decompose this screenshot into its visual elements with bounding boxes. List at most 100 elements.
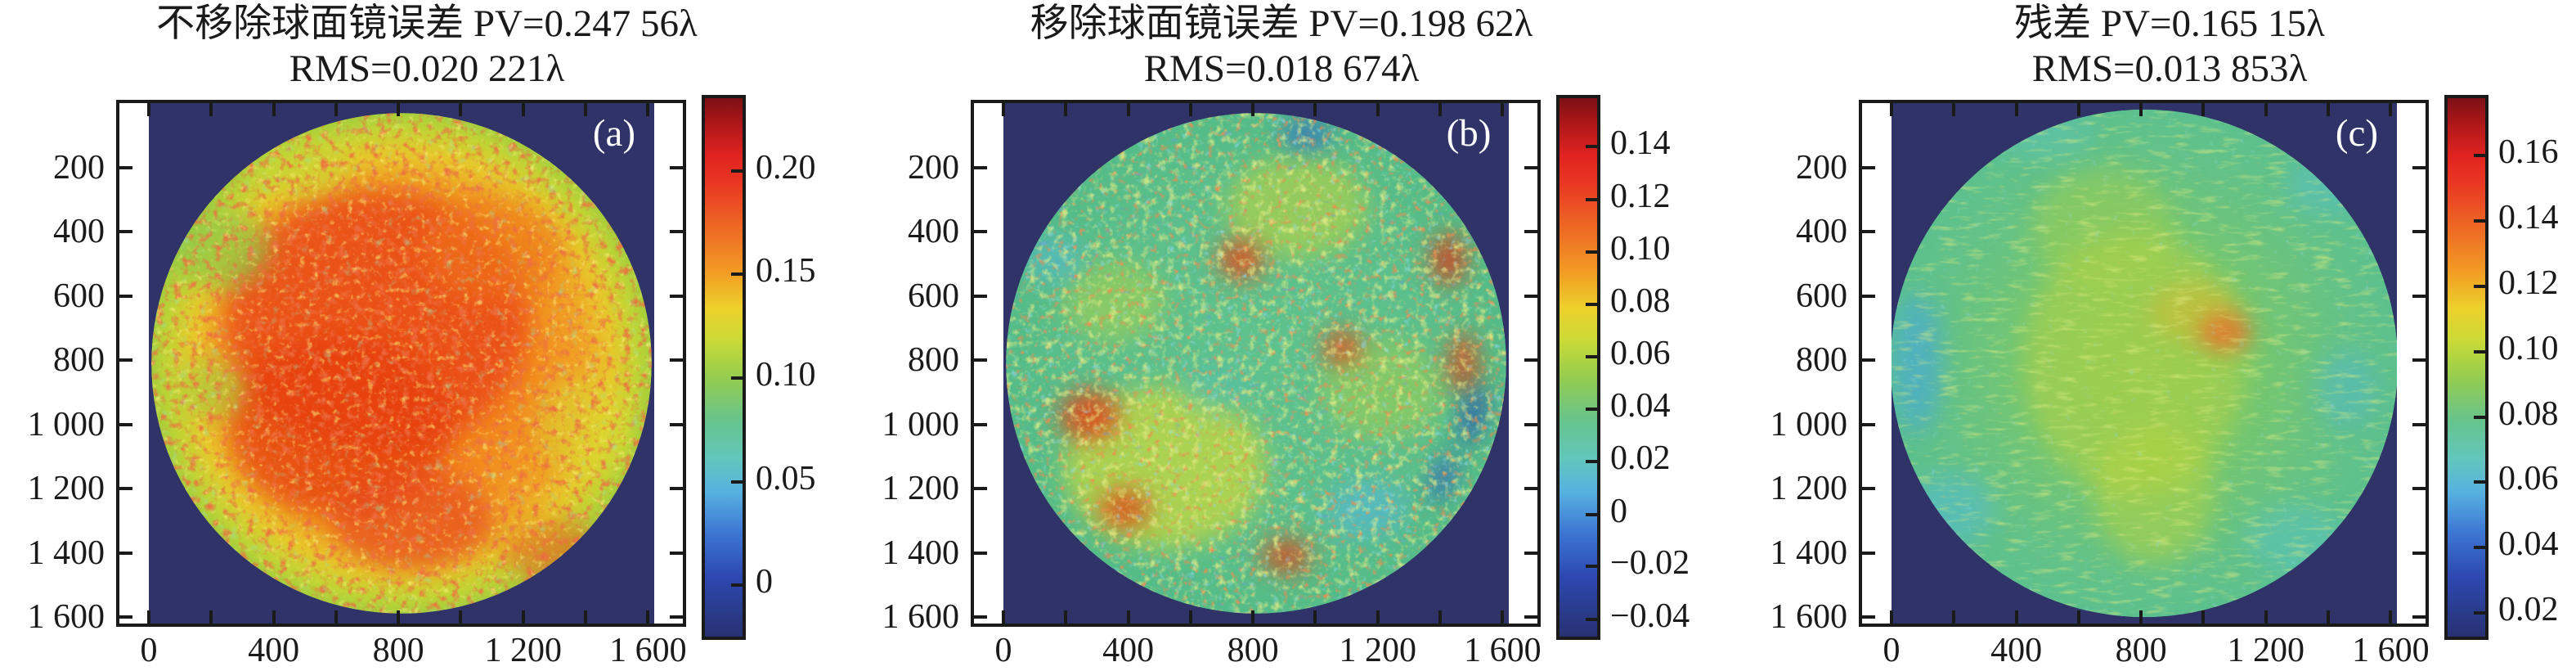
x-tick-mark [1126,103,1130,116]
panel-a-title-line1: 不移除球面镜误差 PV=0.247 56λ [156,2,698,45]
y-tick-mark [1524,551,1537,555]
x-tick-mark [2389,103,2393,116]
panel-c-y-axis-labels: 200 400 600 800 1 000 1 200 1 400 1 600 [1743,103,1848,637]
colorbar-tick-label: 0.08 [2498,394,2559,433]
y-tick-mark [670,487,683,491]
panel-c-x-axis-labels: 0 400 800 1 200 1 600 [1862,632,2430,671]
x-tick-mark [1313,610,1317,624]
x-tick-mark [2327,103,2331,116]
x-tick-label: 400 [248,632,300,669]
panel-b-axes: (b) [971,100,1541,627]
colorbar-tick-mark [2474,219,2485,223]
colorbar-tick-label: 0.08 [1610,282,1671,320]
x-tick-mark [209,103,213,116]
x-tick-mark [521,103,525,116]
panel-b-title-line1: 移除球面镜误差 PV=0.198 62λ [1030,2,1533,45]
x-tick-mark [397,610,401,624]
panel-c-title-line2: RMS=0.013 853λ [2031,47,2308,90]
x-tick-mark [2076,610,2080,624]
x-tick-label: 800 [372,632,424,669]
panel-c-colorbar [2444,95,2488,640]
y-tick-label: 1 200 [1770,470,1848,508]
y-tick-label: 1 000 [1770,405,1848,444]
x-tick-mark [2076,103,2080,116]
colorbar-tick-label: 0.10 [1610,229,1671,268]
x-tick-mark [1188,103,1192,116]
y-tick-label: 1 600 [882,598,960,637]
x-tick-label: 1 200 [2227,632,2305,669]
y-tick-mark [1524,422,1537,426]
panel-a-heatmap [149,103,654,624]
x-tick-mark [2014,103,2018,116]
colorbar-tick-mark [1586,354,1597,358]
panel-b-y-axis-labels: 200 400 600 800 1 000 1 200 1 400 1 600 [855,103,960,637]
y-tick-mark [1524,294,1537,298]
x-tick-label: 800 [1227,632,1279,669]
colorbar-tick-mark [2474,415,2485,419]
y-tick-mark [1862,294,1875,298]
colorbar-tick-label: −0.04 [1610,597,1690,635]
colorbar-tick-label: 0.16 [2498,133,2559,172]
colorbar-tick-mark [2474,611,2485,615]
panel-a: 不移除球面镜误差 PV=0.247 56λ RMS=0.020 221λ 200… [0,0,859,671]
x-tick-mark [1251,103,1255,116]
x-tick-mark [2201,103,2206,116]
colorbar-tick-mark [1586,408,1597,412]
y-tick-label: 1 000 [27,405,105,444]
y-tick-label: 200 [908,148,959,187]
y-tick-mark [974,615,987,619]
x-tick-mark [147,610,150,624]
y-tick-label: 1 400 [1770,534,1848,572]
colorbar-tick-label: 0.12 [1610,177,1671,215]
y-tick-mark [974,487,987,491]
x-tick-label: 0 [1883,632,1901,669]
x-tick-label: 1 600 [609,632,687,669]
y-tick-mark [119,358,132,363]
panel-b-title: 移除球面镜误差 PV=0.198 62λ RMS=0.018 674λ [855,2,1708,92]
y-tick-mark [2412,487,2426,491]
y-tick-label: 600 [1796,277,1847,315]
y-tick-mark [1524,358,1537,363]
panel-a-axes: (a) [116,100,686,627]
y-tick-mark [670,230,683,234]
colorbar-tick-mark [731,272,743,277]
x-tick-label: 1 200 [484,632,563,669]
y-tick-label: 400 [53,213,105,251]
y-tick-label: 800 [1796,341,1847,380]
x-tick-mark [272,610,276,624]
y-tick-label: 1 200 [27,470,105,508]
y-tick-label: 800 [53,341,105,380]
panel-b-heatmap [1003,103,1509,624]
x-tick-mark [2139,610,2143,624]
y-tick-mark [1862,487,1875,491]
panel-c-axes: (c) [1859,100,2429,627]
panel-b-colorbar-labels: 0.14 0.12 0.10 0.08 0.06 0.04 0.02 0 −0.02 −0.04 [1610,95,1713,640]
colorbar-tick-label: 0.02 [1610,439,1671,478]
y-tick-label: 200 [1796,148,1847,187]
panel-a-letter: (a) [592,112,636,155]
x-tick-mark [1890,103,1893,116]
x-tick-label: 1 600 [2352,632,2430,669]
y-tick-mark [670,615,683,619]
x-tick-mark [1952,103,1956,116]
panel-a-x-axis-labels: 0 400 800 1 200 1 600 [119,632,687,671]
y-tick-mark [1524,615,1537,619]
colorbar-tick-label: 0.04 [2498,525,2559,564]
y-tick-label: 600 [908,277,959,315]
colorbar-tick-label: 0.20 [756,148,816,187]
x-tick-label: 0 [140,632,158,669]
panel-c-title-line1: 残差 PV=0.165 15λ [2014,2,2325,45]
x-tick-mark [521,610,525,624]
x-tick-mark [147,103,150,116]
panel-c-letter: (c) [2335,112,2379,155]
x-tick-mark [646,610,650,624]
panel-c: 残差 PV=0.165 15λ RMS=0.013 853λ 200 400 600… [1743,0,2576,671]
x-tick-mark [397,103,401,116]
y-tick-mark [119,165,132,169]
x-tick-mark [1188,610,1192,624]
x-tick-mark [209,610,213,624]
x-tick-mark [1002,103,1005,116]
x-tick-mark [1438,610,1443,624]
colorbar-tick-mark [1586,512,1597,516]
y-tick-mark [2412,230,2426,234]
